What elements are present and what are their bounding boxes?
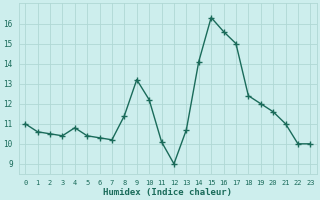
X-axis label: Humidex (Indice chaleur): Humidex (Indice chaleur): [103, 188, 232, 197]
